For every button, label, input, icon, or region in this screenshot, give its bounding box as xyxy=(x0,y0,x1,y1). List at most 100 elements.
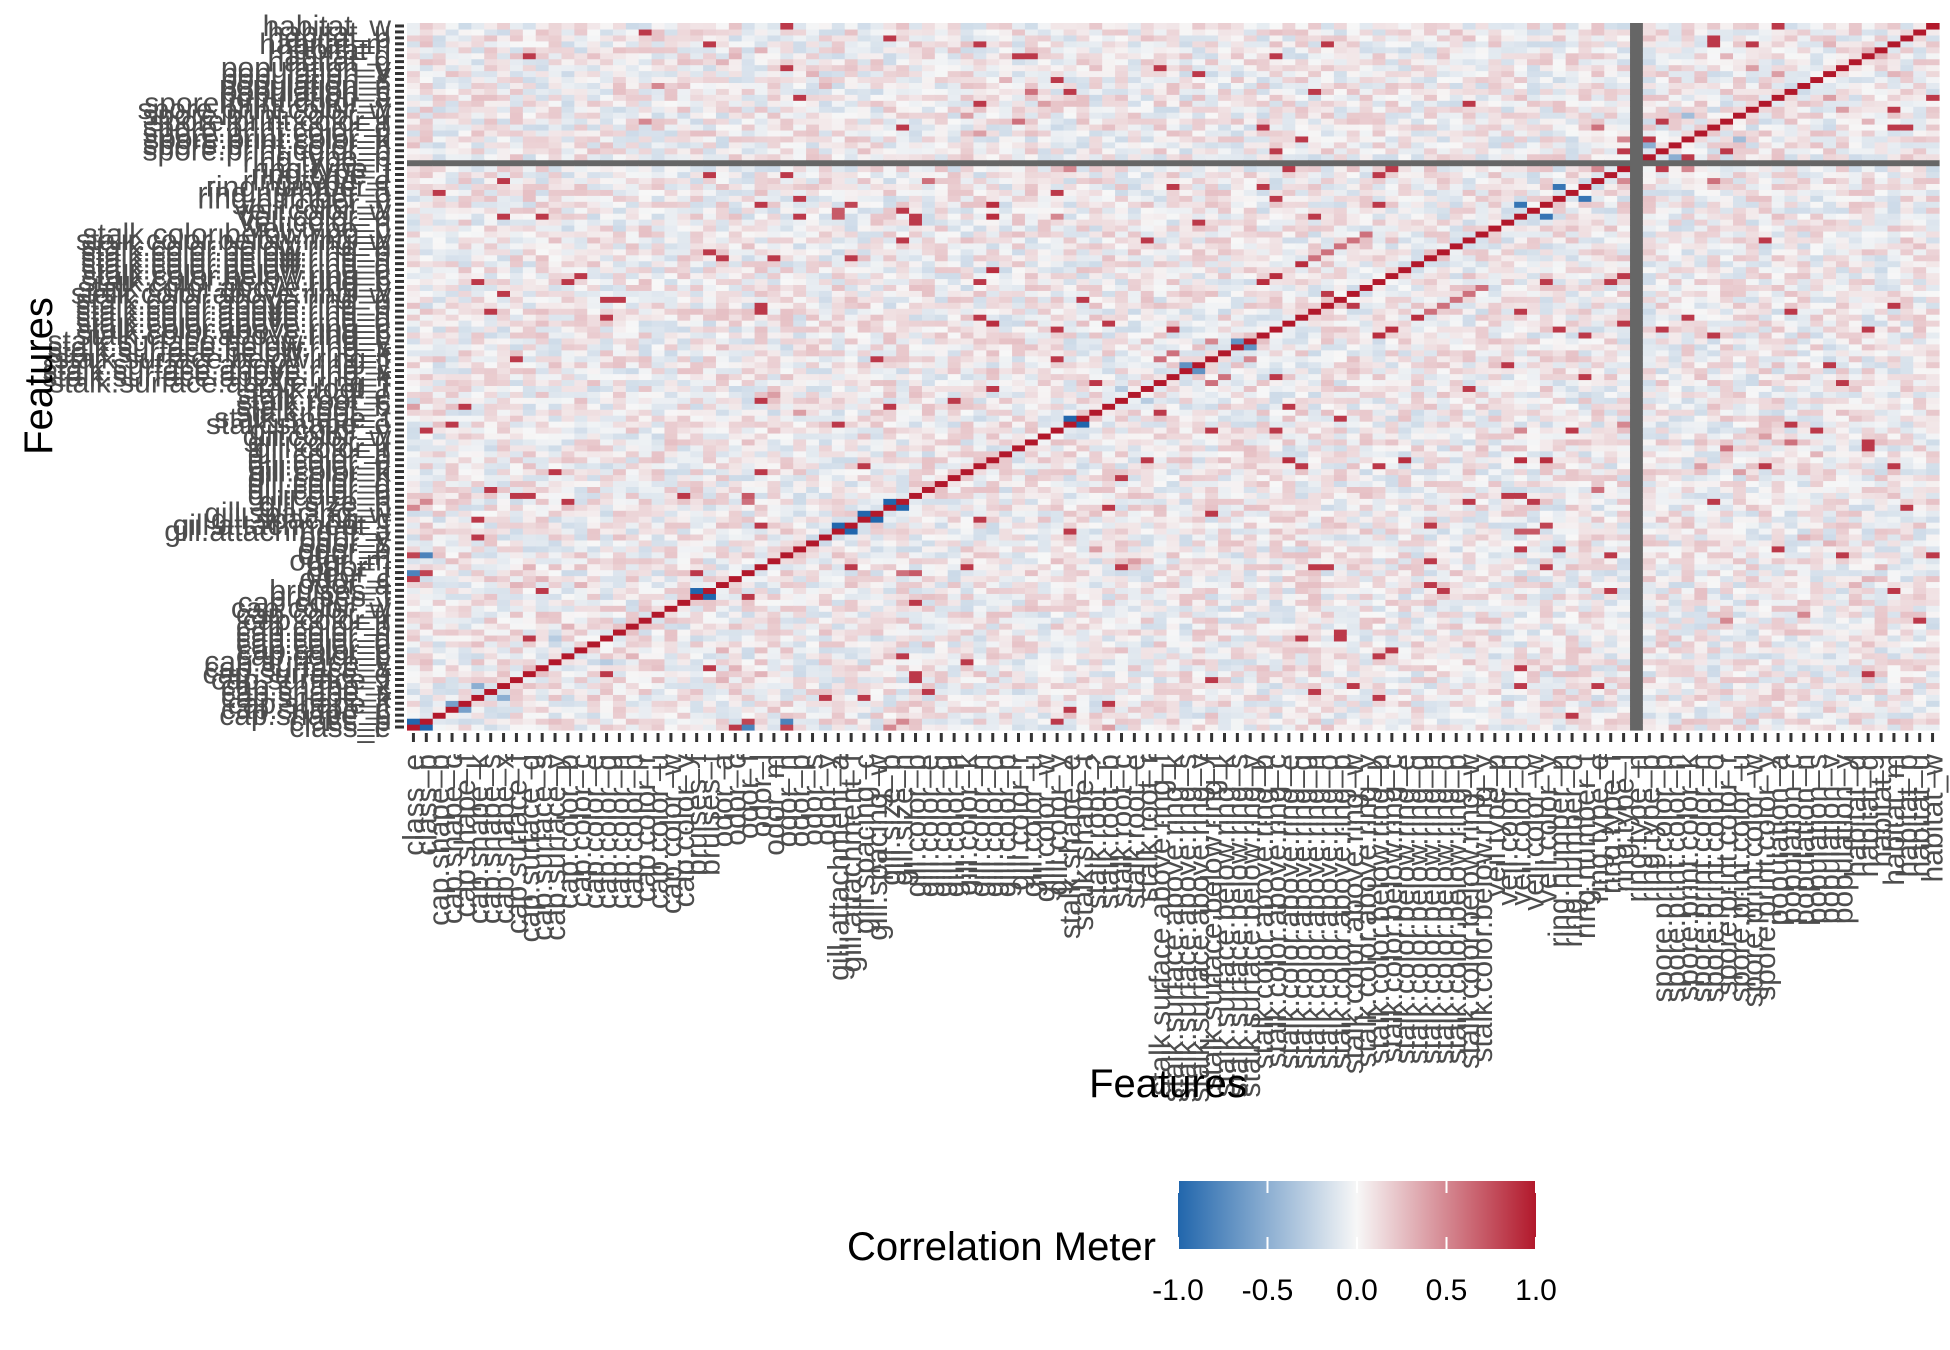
heatmap-cell xyxy=(509,272,524,280)
heatmap-cell-na xyxy=(728,159,743,167)
heatmap-cell xyxy=(793,118,807,125)
heatmap-cell xyxy=(535,195,550,202)
heatmap-cell xyxy=(638,498,653,505)
heatmap-cell xyxy=(651,254,666,262)
heatmap-cell xyxy=(934,456,949,464)
heatmap-cell xyxy=(600,183,614,190)
heatmap-cell xyxy=(767,23,781,30)
heatmap-cell-na xyxy=(909,159,923,167)
heatmap-cell xyxy=(793,623,807,630)
heatmap-cell xyxy=(715,195,730,202)
heatmap-cell xyxy=(818,260,833,268)
heatmap-cell xyxy=(831,343,846,351)
heatmap-cell xyxy=(600,528,614,535)
heatmap-cell xyxy=(612,516,627,523)
heatmap-cell xyxy=(445,290,460,297)
heatmap-cell xyxy=(793,195,807,202)
heatmap-cell xyxy=(509,569,524,577)
heatmap-cell xyxy=(780,76,794,84)
heatmap-cell xyxy=(587,450,601,458)
heatmap-cell xyxy=(703,718,717,725)
heatmap-cell xyxy=(432,664,447,672)
heatmap-cell xyxy=(793,70,807,78)
heatmap-cell xyxy=(767,516,781,523)
heatmap-cell xyxy=(522,403,537,410)
heatmap-cell xyxy=(934,623,949,630)
heatmap-cell xyxy=(677,326,691,333)
heatmap-cell xyxy=(857,516,872,523)
heatmap-cell xyxy=(625,260,640,268)
heatmap-cell xyxy=(728,468,743,476)
heatmap-cell xyxy=(690,284,704,291)
heatmap-cell xyxy=(535,28,550,36)
heatmap-cell xyxy=(432,575,447,583)
heatmap-cell xyxy=(728,599,743,606)
heatmap-cell xyxy=(767,278,781,286)
heatmap-cell xyxy=(857,290,872,297)
heatmap-cell xyxy=(754,462,769,470)
heatmap-cell xyxy=(445,266,460,274)
heatmap-cell xyxy=(625,634,640,642)
heatmap-cell xyxy=(715,201,730,208)
heatmap-cell xyxy=(780,694,794,701)
heatmap-cell xyxy=(870,112,884,119)
heatmap-cell xyxy=(831,480,846,488)
heatmap-cell xyxy=(638,700,653,707)
heatmap-cell xyxy=(909,118,923,125)
heatmap-cell xyxy=(484,688,498,695)
heatmap-cell xyxy=(934,171,949,179)
heatmap-cell xyxy=(921,474,936,482)
heatmap-cell xyxy=(857,242,872,250)
heatmap-cell xyxy=(509,320,524,327)
heatmap-cell xyxy=(677,147,691,155)
heatmap-cell xyxy=(458,183,472,190)
heatmap-cell xyxy=(870,415,884,422)
heatmap-cell xyxy=(471,64,485,72)
heatmap-cell xyxy=(638,599,653,606)
heatmap-cell xyxy=(754,593,769,600)
heatmap-cell xyxy=(419,379,434,387)
heatmap-cell xyxy=(419,290,434,297)
heatmap-cell xyxy=(548,248,563,256)
heatmap-cell xyxy=(754,528,769,535)
heatmap-cell xyxy=(690,611,704,618)
heatmap-cell xyxy=(445,640,460,648)
heatmap-cell xyxy=(767,522,781,529)
heatmap-cell xyxy=(445,522,460,529)
heatmap-cell xyxy=(548,100,563,107)
heatmap-cell xyxy=(651,70,666,78)
heatmap-cell xyxy=(522,76,537,84)
heatmap-cell xyxy=(870,724,884,731)
heatmap-cell xyxy=(419,355,434,363)
heatmap-cell xyxy=(522,225,537,232)
heatmap-cell xyxy=(471,230,485,238)
heatmap-cell xyxy=(883,112,897,119)
heatmap-cell xyxy=(934,189,949,196)
heatmap-cell xyxy=(574,415,588,422)
heatmap-cell xyxy=(780,213,794,220)
heatmap-cell xyxy=(509,106,524,113)
heatmap-cell xyxy=(471,88,485,95)
heatmap-cell xyxy=(432,611,447,618)
heatmap-cell xyxy=(831,391,846,398)
heatmap-cell xyxy=(844,183,859,190)
heatmap-cell xyxy=(664,278,678,286)
heatmap-cell xyxy=(896,611,910,618)
heatmap-cell xyxy=(497,510,511,517)
heatmap-cell xyxy=(715,129,730,137)
heatmap-cell xyxy=(793,331,807,339)
heatmap-cell xyxy=(407,712,421,719)
heatmap-cell xyxy=(934,569,949,577)
heatmap-cell xyxy=(844,349,859,357)
heatmap-cell xyxy=(458,462,472,470)
heatmap-cell xyxy=(780,700,794,707)
heatmap-cell xyxy=(471,254,485,262)
heatmap-cell xyxy=(934,403,949,410)
heatmap-cell xyxy=(896,308,910,315)
heatmap-cell xyxy=(548,153,563,161)
heatmap-cell xyxy=(484,676,498,684)
heatmap-cell xyxy=(934,34,949,42)
heatmap-cell xyxy=(407,106,421,113)
heatmap-cell xyxy=(921,682,936,690)
heatmap-cell xyxy=(870,438,884,446)
